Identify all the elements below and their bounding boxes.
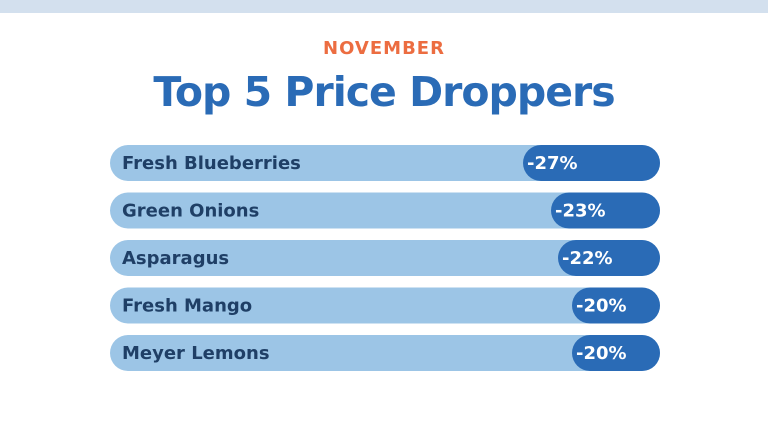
value-bar [558,240,660,276]
category-label: Fresh Mango [122,296,252,317]
category-label: Asparagus [122,248,229,269]
category-label: Fresh Blueberries [122,153,301,174]
value-bar [572,335,660,371]
value-label: -20% [576,296,627,317]
bar-track [110,192,660,229]
value-bar [523,145,660,181]
month-label: NOVEMBER [323,38,445,59]
value-label: -20% [576,343,627,364]
bar-row: Meyer Lemons -20% [110,335,660,371]
bar-row: Fresh Blueberries -27% [110,145,660,181]
page-title: Top 5 Price Droppers [153,68,615,116]
bar-track [110,145,660,181]
bar-track [110,240,660,276]
value-bar [572,287,660,324]
category-label: Meyer Lemons [122,343,270,364]
value-label: -27% [527,153,578,174]
value-label: -22% [562,248,613,269]
value-label: -23% [555,201,606,222]
bar-track [110,287,660,324]
value-bar [551,192,660,229]
bar-row: Fresh Mango -20% [110,287,660,324]
category-label: Green Onions [122,201,259,222]
bar-row: Asparagus -22% [110,240,660,276]
top-band [0,0,768,13]
bar-row: Green Onions -23% [110,192,660,229]
bar-track [110,335,660,371]
